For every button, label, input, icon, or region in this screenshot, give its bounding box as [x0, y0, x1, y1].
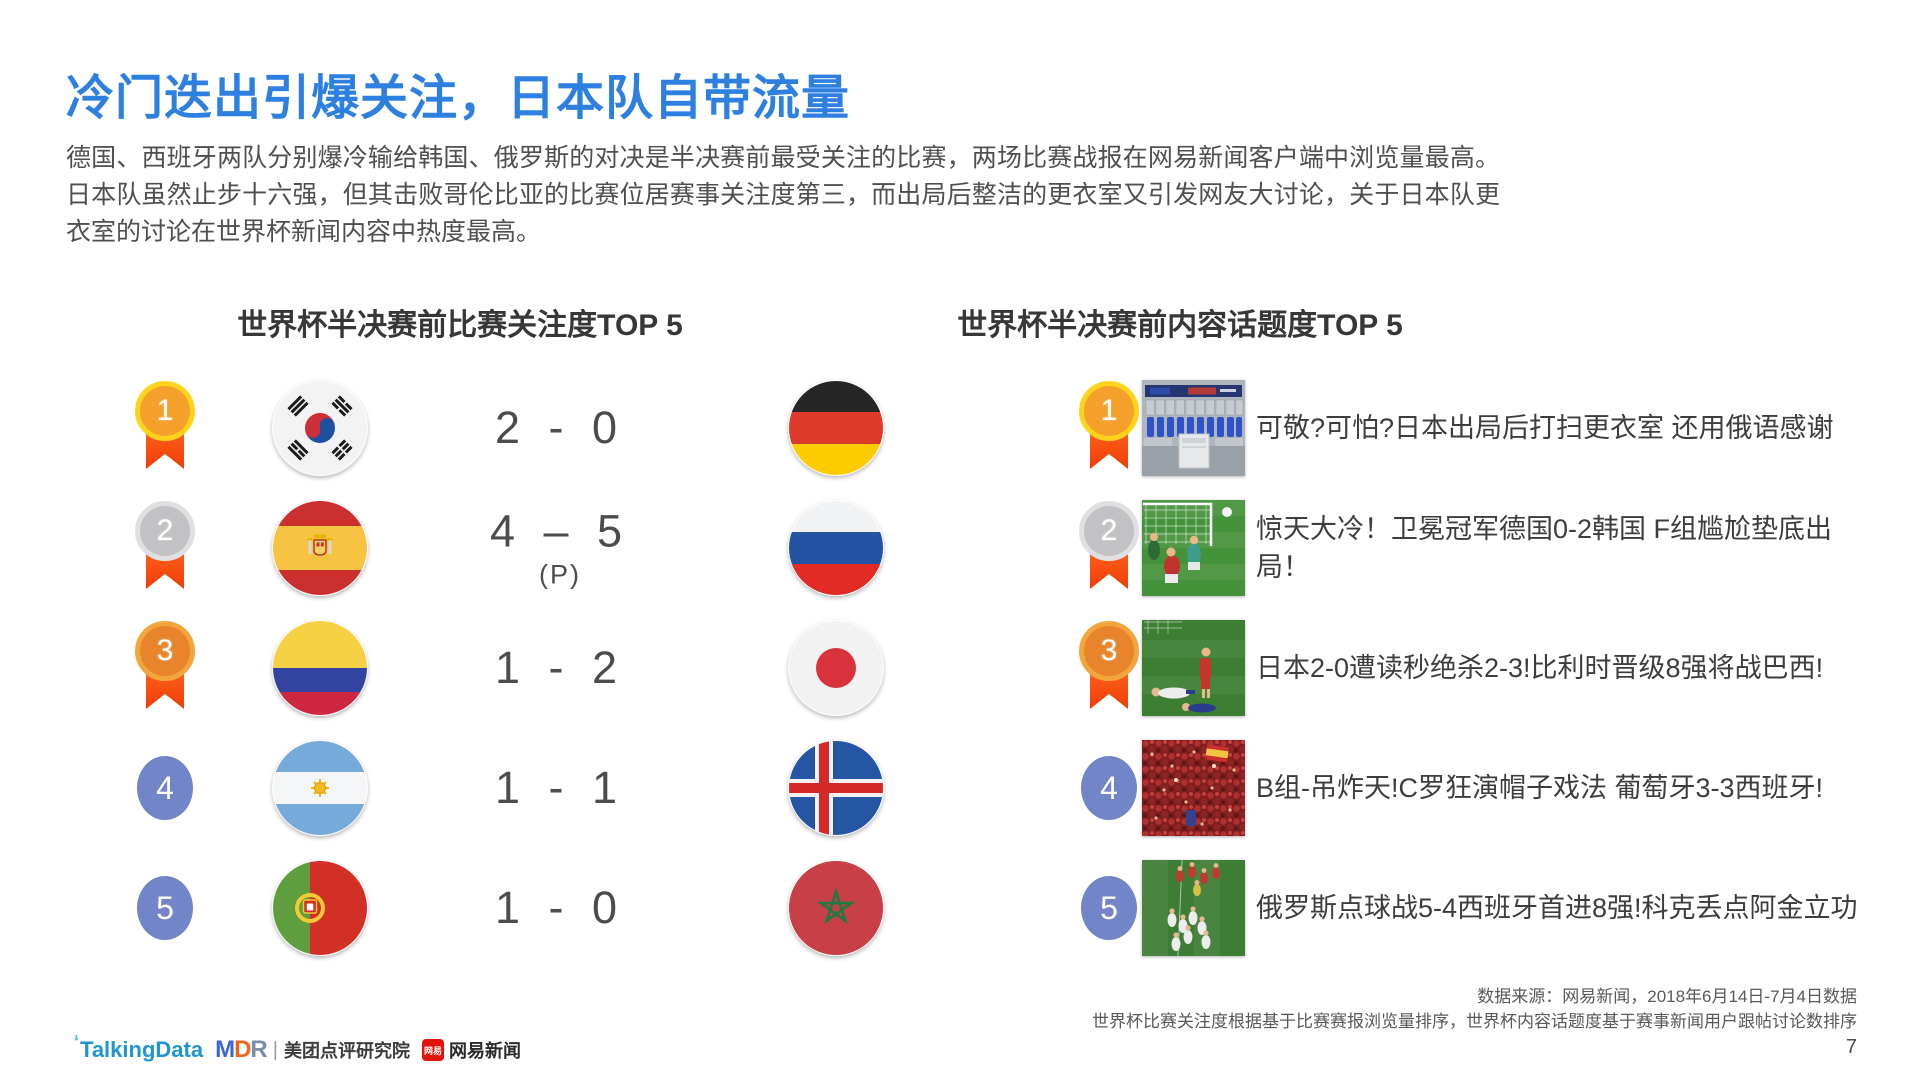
rank-badge: 4	[137, 756, 193, 820]
score: 2 - 0	[494, 402, 626, 453]
match-row: 5 1 - 0	[130, 848, 920, 968]
bronze-medal-icon: 3	[1078, 621, 1140, 715]
news-row: 2 惊天大冷！卫冕冠军德国0-2韩国 F组尴尬垫底出局！	[1078, 488, 1878, 608]
logo-separator: |	[272, 1038, 278, 1061]
flag-argentina-icon	[272, 740, 368, 836]
flag-japan-icon	[788, 620, 884, 716]
news-headline: 日本2-0遭读秒绝杀2-3!比利时晋级8强将战巴西!	[1256, 653, 1824, 683]
germany-korea-goal-photo	[1142, 500, 1245, 596]
news-row: 5 俄罗斯点球战5-4西班牙首进8强!科克	[1078, 848, 1878, 968]
mdr-wordmark: MDR	[215, 1036, 268, 1063]
japan-belgium-pitch-photo	[1142, 620, 1245, 716]
rank-badge: 4	[1081, 756, 1137, 820]
page-number: 7	[1845, 1036, 1857, 1058]
score: 1 - 2	[494, 642, 626, 693]
footer-logos: ‘ TalkingData MDR | 美团点评研究院 网易 网易新闻	[74, 1032, 521, 1066]
rank-number: 2	[135, 501, 195, 561]
data-source-line2: 世界杯比赛关注度根据基于比赛赛报浏览量排序，世界杯内容话题度基于赛事新闻用户跟帖…	[1092, 1012, 1857, 1031]
news-row: 4 B组-吊炸天!C罗狂演帽子戏法 葡萄牙3-3西班牙!	[1078, 728, 1878, 848]
bronze-medal-icon: 3	[134, 621, 196, 715]
match-row: 3 1 - 2	[130, 608, 920, 728]
rank-number: 1	[1079, 381, 1139, 441]
talkingdata-logo: ‘ TalkingData	[74, 1032, 204, 1063]
mdr-org-name: 美团点评研究院	[283, 1041, 410, 1061]
right-panel-title: 世界杯半决赛前内容话题度TOP 5	[957, 309, 1403, 342]
news-headline: 可敬?可怕?日本出局后打扫更衣室 还用俄语感谢	[1256, 413, 1834, 443]
talkingdata-wordmark: TalkingData	[80, 1037, 204, 1062]
left-panel-title: 世界杯半决赛前比赛关注度TOP 5	[237, 309, 683, 342]
rank-number: 1	[135, 381, 195, 441]
flag-morocco-icon	[788, 860, 884, 956]
data-source-line1: 数据来源：网易新闻，2018年6月14日-7月4日数据	[1477, 987, 1857, 1006]
score: 1 - 1	[494, 762, 626, 813]
spain-fans-crowd-photo	[1142, 740, 1245, 836]
silver-medal-icon: 2	[1078, 501, 1140, 595]
flag-south-korea-icon	[272, 380, 368, 476]
news-headline: 惊天大冷！卫冕冠军德国0-2韩国 F组尴尬垫底出局！	[1256, 514, 1833, 582]
silver-medal-icon: 2	[134, 501, 196, 595]
japan-locker-room-photo	[1142, 380, 1245, 476]
meituan-dianping-logo: MDR | 美团点评研究院	[215, 1036, 410, 1064]
news-row: 3 日本2-0遭读秒绝杀2-3!比利时晋级8强将战巴西!	[1078, 608, 1878, 728]
gold-medal-icon: 1	[1078, 381, 1140, 475]
flag-russia-icon	[788, 500, 884, 596]
rank-badge: 5	[137, 876, 193, 940]
news-row: 1 可敬?可怕?日本出局后打扫更衣室 还用俄语感谢	[1078, 368, 1878, 488]
match-row: 4 1 - 1	[130, 728, 920, 848]
gold-medal-icon: 1	[134, 381, 196, 475]
topic-ranking-list: 1 可敬?可怕?日本出局后打扫更衣室 还用俄语感谢 2	[1078, 368, 1878, 968]
flag-germany-icon	[788, 380, 884, 476]
page-title: 冷门迭出引爆关注，日本队自带流量	[66, 72, 851, 125]
summary-paragraph: 德国、西班牙两队分别爆冷输给韩国、俄罗斯的对决是半决赛前最受关注的比赛，两场比赛…	[66, 144, 1500, 246]
score: 1 - 0	[494, 882, 626, 933]
netease-badge-icon: 网易	[421, 1039, 444, 1061]
talkingdata-tick-icon: ‘	[74, 1032, 80, 1052]
flag-spain-icon	[272, 500, 368, 596]
russia-celebration-photo	[1142, 859, 1245, 957]
flag-portugal-icon	[272, 860, 368, 956]
news-headline: 俄罗斯点球战5-4西班牙首进8强!科克丢点阿金立功	[1256, 893, 1858, 923]
score: 4 – 5 (P)	[430, 506, 690, 591]
penalty-note: (P)	[539, 559, 581, 590]
flag-iceland-icon	[788, 740, 884, 836]
rank-number: 3	[135, 621, 195, 681]
netease-news-logo: 网易 网易新闻	[421, 1037, 521, 1063]
rank-badge: 5	[1081, 876, 1137, 940]
flag-colombia-icon	[272, 620, 368, 716]
match-row: 2 4 – 5 (P)	[130, 488, 920, 608]
netease-label: 网易新闻	[448, 1041, 521, 1061]
rank-number: 2	[1079, 501, 1139, 561]
news-headline: B组-吊炸天!C罗狂演帽子戏法 葡萄牙3-3西班牙!	[1256, 773, 1824, 803]
rank-number: 3	[1079, 621, 1139, 681]
match-row: 1 2 - 0	[130, 368, 920, 488]
match-ranking-list: 1 2 - 0 2	[130, 368, 920, 968]
